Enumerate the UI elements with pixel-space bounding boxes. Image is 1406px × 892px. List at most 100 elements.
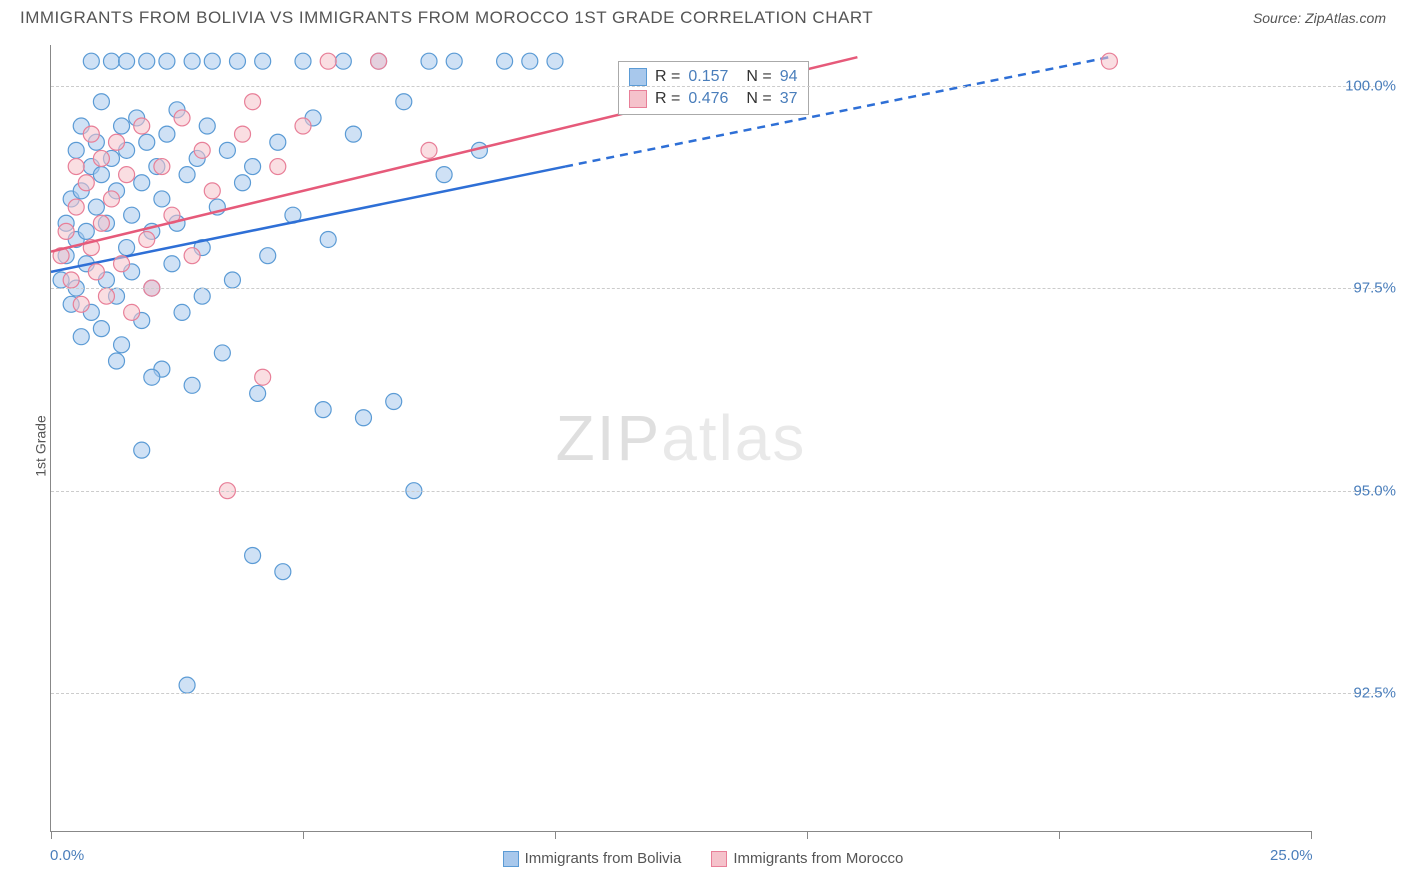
data-point [179, 677, 195, 693]
data-point [522, 53, 538, 69]
chart-plot-area: ZIPatlas R = 0.157 N = 94 R = 0.476 N = … [50, 45, 1311, 832]
data-point [446, 53, 462, 69]
data-point [68, 199, 84, 215]
data-point [83, 126, 99, 142]
data-point [103, 191, 119, 207]
data-point [134, 175, 150, 191]
x-tick [303, 831, 304, 839]
data-point [295, 53, 311, 69]
data-point [159, 53, 175, 69]
data-point [255, 369, 271, 385]
data-point [83, 53, 99, 69]
data-point [421, 142, 437, 158]
y-tick-label: 97.5% [1353, 280, 1396, 297]
data-point [68, 142, 84, 158]
data-point [119, 167, 135, 183]
data-point [315, 402, 331, 418]
chart-header: IMMIGRANTS FROM BOLIVIA VS IMMIGRANTS FR… [0, 0, 1406, 32]
data-point [124, 304, 140, 320]
data-point [78, 175, 94, 191]
data-point [194, 288, 210, 304]
chart-title: IMMIGRANTS FROM BOLIVIA VS IMMIGRANTS FR… [20, 8, 873, 28]
y-tick-label: 92.5% [1353, 685, 1396, 702]
y-tick-label: 100.0% [1345, 77, 1396, 94]
scatter-svg [51, 45, 1311, 831]
x-tick-label: 25.0% [1270, 847, 1313, 864]
data-point [255, 53, 271, 69]
data-point [436, 167, 452, 183]
data-point [93, 94, 109, 110]
data-point [335, 53, 351, 69]
data-point [159, 126, 175, 142]
x-tick [555, 831, 556, 839]
y-axis-label: 1st Grade [33, 415, 49, 476]
data-point [199, 118, 215, 134]
data-point [68, 159, 84, 175]
gridline-h [51, 491, 1381, 492]
data-point [219, 142, 235, 158]
data-point [270, 134, 286, 150]
data-point [114, 337, 130, 353]
data-point [371, 53, 387, 69]
data-point [184, 53, 200, 69]
x-tick [51, 831, 52, 839]
data-point [355, 410, 371, 426]
data-point [124, 207, 140, 223]
data-point [144, 369, 160, 385]
swatch-bolivia [629, 68, 647, 86]
data-point [114, 118, 130, 134]
data-point [1101, 53, 1117, 69]
data-point [194, 142, 210, 158]
data-point [320, 53, 336, 69]
legend-swatch-morocco [711, 851, 727, 867]
data-point [103, 53, 119, 69]
gridline-h [51, 693, 1381, 694]
data-point [174, 110, 190, 126]
data-point [139, 231, 155, 247]
plot-frame: ZIPatlas R = 0.157 N = 94 R = 0.476 N = … [50, 45, 1311, 832]
data-point [235, 126, 251, 142]
data-point [295, 118, 311, 134]
swatch-morocco [629, 90, 647, 108]
data-point [547, 53, 563, 69]
data-point [204, 53, 220, 69]
data-point [396, 94, 412, 110]
data-point [179, 167, 195, 183]
data-point [73, 296, 89, 312]
data-point [154, 159, 170, 175]
data-point [93, 167, 109, 183]
gridline-h [51, 86, 1381, 87]
data-point [174, 304, 190, 320]
stats-row-bolivia: R = 0.157 N = 94 [629, 66, 798, 88]
data-point [63, 272, 79, 288]
data-point [250, 385, 266, 401]
legend-item-bolivia: Immigrants from Bolivia [503, 850, 682, 867]
correlation-stats-box: R = 0.157 N = 94 R = 0.476 N = 37 [618, 61, 809, 115]
x-tick [807, 831, 808, 839]
data-point [421, 53, 437, 69]
data-point [58, 223, 74, 239]
data-point [204, 183, 220, 199]
data-point [229, 53, 245, 69]
data-point [98, 288, 114, 304]
data-point [134, 442, 150, 458]
legend: Immigrants from Bolivia Immigrants from … [0, 850, 1406, 867]
data-point [275, 564, 291, 580]
data-point [245, 94, 261, 110]
x-tick [1059, 831, 1060, 839]
data-point [78, 223, 94, 239]
data-point [235, 175, 251, 191]
data-point [245, 547, 261, 563]
data-point [386, 394, 402, 410]
data-point [270, 159, 286, 175]
data-point [88, 264, 104, 280]
data-point [109, 353, 125, 369]
data-point [345, 126, 361, 142]
x-tick-label: 0.0% [50, 847, 84, 864]
source-attribution: Source: ZipAtlas.com [1253, 10, 1386, 26]
data-point [93, 150, 109, 166]
legend-swatch-bolivia [503, 851, 519, 867]
stats-row-morocco: R = 0.476 N = 37 [629, 88, 798, 110]
data-point [184, 248, 200, 264]
data-point [88, 199, 104, 215]
